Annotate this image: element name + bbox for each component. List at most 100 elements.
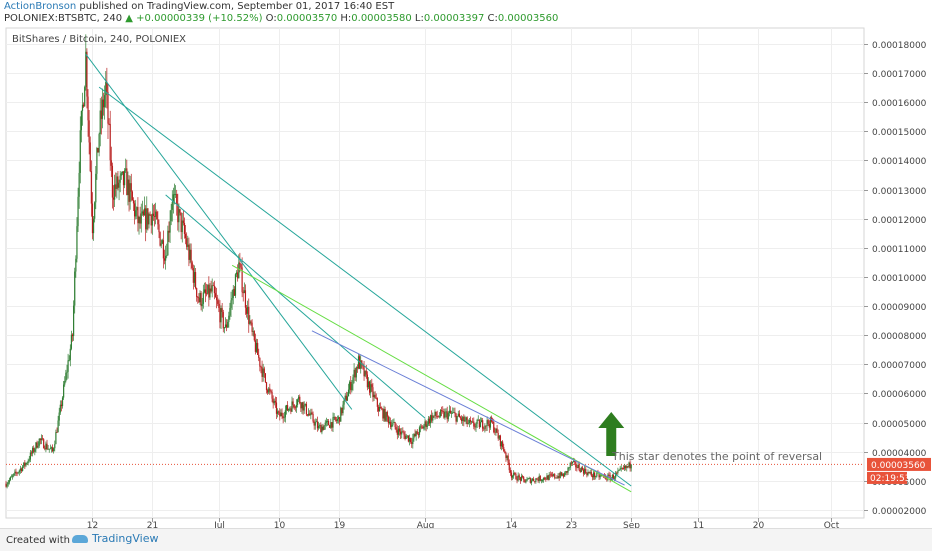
- candle-body: [290, 408, 292, 412]
- trendline[interactable]: [231, 264, 632, 493]
- candle-body: [163, 258, 166, 261]
- candle-body: [115, 184, 117, 189]
- candle-body: [508, 462, 510, 471]
- candle-body: [288, 408, 290, 411]
- candle-body: [463, 416, 465, 422]
- candle-body: [15, 471, 17, 473]
- candle-body: [314, 421, 316, 426]
- candle-body: [320, 425, 322, 433]
- candle-body: [175, 194, 177, 195]
- x-tick-label: 20: [753, 521, 765, 528]
- close-value: 0.00003560: [497, 13, 559, 24]
- candle-body: [86, 51, 88, 97]
- trendlines[interactable]: [85, 53, 632, 493]
- candle-body: [415, 431, 417, 436]
- candle-body: [395, 427, 397, 431]
- candle-body: [60, 404, 63, 407]
- candle-body: [156, 211, 158, 220]
- candle-body: [444, 412, 446, 418]
- candle-body: [7, 482, 9, 485]
- author-link[interactable]: ActionBronson: [4, 1, 77, 12]
- candle-body: [351, 384, 353, 391]
- candle-body: [442, 411, 444, 412]
- candle-body: [615, 472, 617, 478]
- candle-body: [489, 417, 492, 428]
- candle-body: [571, 461, 574, 464]
- candle-body: [281, 412, 283, 417]
- grid: [6, 28, 864, 518]
- y-tick-label: 0.00010000: [872, 274, 927, 284]
- candle-body: [421, 426, 423, 428]
- candle-body: [433, 415, 435, 417]
- candle-body: [336, 419, 339, 421]
- candle-body: [227, 321, 229, 328]
- candle-body: [228, 315, 230, 322]
- trendline[interactable]: [165, 194, 426, 419]
- candle-body: [110, 160, 112, 166]
- candle-body: [209, 288, 211, 298]
- candle-body: [538, 475, 540, 481]
- candle-body: [417, 434, 419, 436]
- candle-body: [391, 424, 393, 427]
- candle-body: [28, 459, 30, 461]
- candle-body: [337, 417, 340, 420]
- candle-body: [133, 203, 136, 217]
- candle-body: [551, 474, 554, 476]
- candle-body: [120, 173, 122, 176]
- trendline[interactable]: [311, 330, 625, 486]
- candle-body: [116, 176, 118, 189]
- candle-body: [478, 419, 480, 428]
- candle-body: [404, 434, 406, 439]
- candle-body: [189, 249, 191, 260]
- x-axis[interactable]: 12 21 Jul 10 19 Aug 14 23 Sep 11 20 Oct: [87, 518, 840, 528]
- candle-body: [50, 447, 53, 449]
- candle-body: [613, 477, 616, 479]
- candle-body: [321, 426, 323, 433]
- candle-body: [472, 421, 474, 423]
- candle-body: [202, 292, 204, 304]
- candle-body: [111, 165, 114, 198]
- candle-body: [578, 464, 580, 470]
- x-tick-label: 23: [566, 521, 577, 528]
- y-axis[interactable]: 0.00018000 0.00017000 0.00016000 0.00015000…: [864, 41, 927, 517]
- candle-body: [291, 401, 293, 412]
- y-tick-label: 0.00016000: [872, 99, 927, 109]
- candle-body: [479, 422, 482, 428]
- candle-body: [567, 467, 569, 473]
- candle-body: [400, 431, 402, 435]
- candle-body: [356, 367, 359, 369]
- candle-body: [316, 421, 319, 429]
- candle-body: [406, 435, 408, 437]
- candle-body: [611, 474, 613, 479]
- candle-body: [346, 396, 349, 401]
- candle-body: [443, 411, 445, 418]
- x-tick-label: 11: [693, 521, 704, 528]
- candle-body: [378, 406, 381, 412]
- price-chart[interactable]: This star denotes the point of reversal …: [0, 26, 932, 528]
- candle-body: [70, 334, 73, 349]
- y-tick-label: 0.00018000: [872, 41, 927, 51]
- candle-body: [371, 384, 373, 388]
- trendline[interactable]: [98, 86, 632, 487]
- candle-body: [97, 147, 99, 153]
- candle-body: [106, 81, 108, 92]
- candle-body: [102, 99, 105, 108]
- candle-body: [347, 389, 350, 397]
- candle-body: [569, 462, 571, 468]
- candle-body: [136, 207, 138, 211]
- candle-body: [495, 428, 497, 433]
- candle-body: [18, 470, 20, 473]
- candle-body: [59, 404, 61, 413]
- trendline[interactable]: [85, 53, 353, 410]
- candle-body: [397, 428, 400, 435]
- candle-body: [98, 134, 100, 153]
- candle-body: [398, 428, 401, 432]
- candle-body: [124, 170, 126, 186]
- tradingview-logo[interactable]: TradingView: [72, 532, 158, 545]
- candle-body: [621, 467, 623, 469]
- candle-body: [599, 475, 601, 478]
- x-tick-label: 14: [506, 521, 518, 528]
- candle-body: [572, 460, 575, 462]
- candle-body: [244, 290, 247, 308]
- candle-body: [576, 467, 578, 469]
